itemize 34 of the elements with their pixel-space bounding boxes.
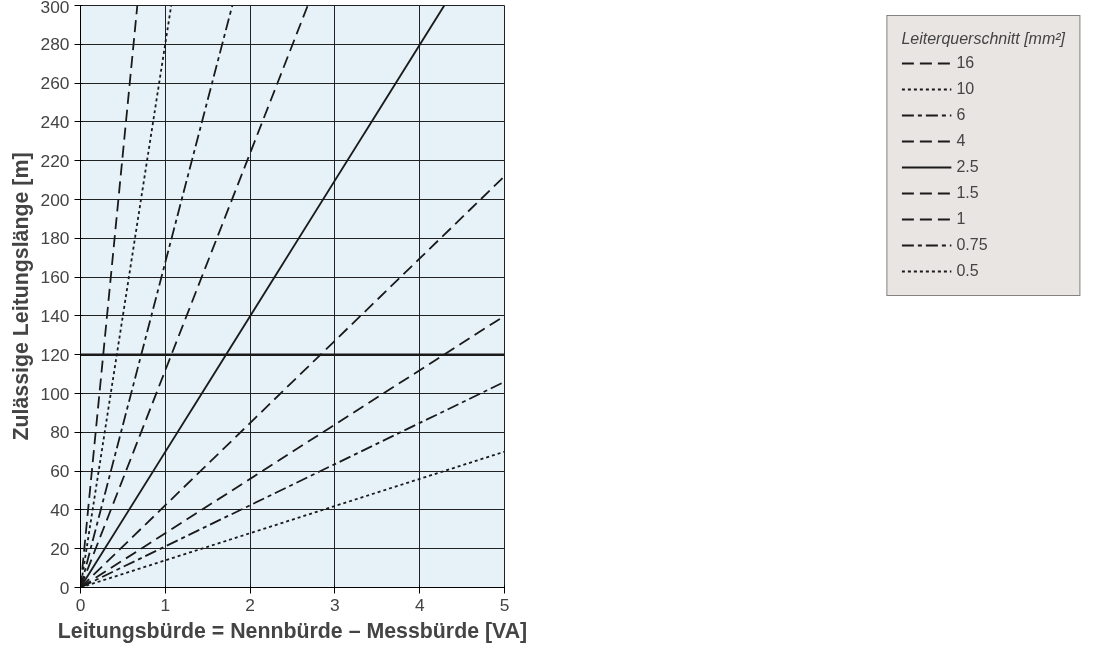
legend-label: 10 bbox=[956, 80, 976, 98]
y-tick-label: 280 bbox=[40, 34, 70, 55]
y-tick-label: 180 bbox=[40, 228, 70, 249]
y-tick-label: 20 bbox=[50, 538, 70, 559]
legend-label: 16 bbox=[956, 54, 976, 72]
legend-label: 1.5 bbox=[956, 184, 979, 202]
y-tick-label: 220 bbox=[40, 150, 70, 171]
legend-title: Leiterquerschnitt [mm²] bbox=[901, 30, 1065, 48]
y-tick-label: 140 bbox=[40, 305, 70, 326]
legend-label: 2.5 bbox=[956, 158, 979, 176]
y-tick-label: 60 bbox=[50, 461, 70, 482]
x-tick-label: 5 bbox=[499, 594, 510, 615]
legend-label: 0.75 bbox=[956, 236, 988, 254]
y-tick-label: 260 bbox=[40, 73, 70, 94]
x-axis-title: Leitungsbürde = Nennbürde – Messbürde [VA] bbox=[57, 618, 528, 643]
y-tick-label: 40 bbox=[50, 499, 70, 520]
y-tick-label: 0 bbox=[59, 577, 70, 598]
y-tick-label: 100 bbox=[40, 383, 70, 404]
x-tick-label: 4 bbox=[414, 594, 425, 615]
y-tick-label: 120 bbox=[40, 344, 70, 365]
y-tick-label: 80 bbox=[50, 422, 70, 443]
x-tick-label: 3 bbox=[330, 594, 340, 615]
y-tick-label: 300 bbox=[40, 0, 70, 17]
legend-label: 0.5 bbox=[956, 262, 979, 280]
x-tick-label: 2 bbox=[245, 594, 255, 615]
x-tick-label: 0 bbox=[75, 594, 86, 615]
y-tick-label: 200 bbox=[40, 189, 70, 210]
legend-label: 4 bbox=[956, 132, 967, 150]
legend-label: 6 bbox=[956, 106, 967, 124]
y-tick-label: 160 bbox=[40, 267, 70, 288]
y-axis-title: Zulässige Leitungslänge [m] bbox=[8, 152, 33, 441]
y-tick-label: 240 bbox=[40, 111, 70, 132]
x-tick-label: 1 bbox=[160, 594, 171, 615]
legend-label: 1 bbox=[956, 210, 967, 228]
